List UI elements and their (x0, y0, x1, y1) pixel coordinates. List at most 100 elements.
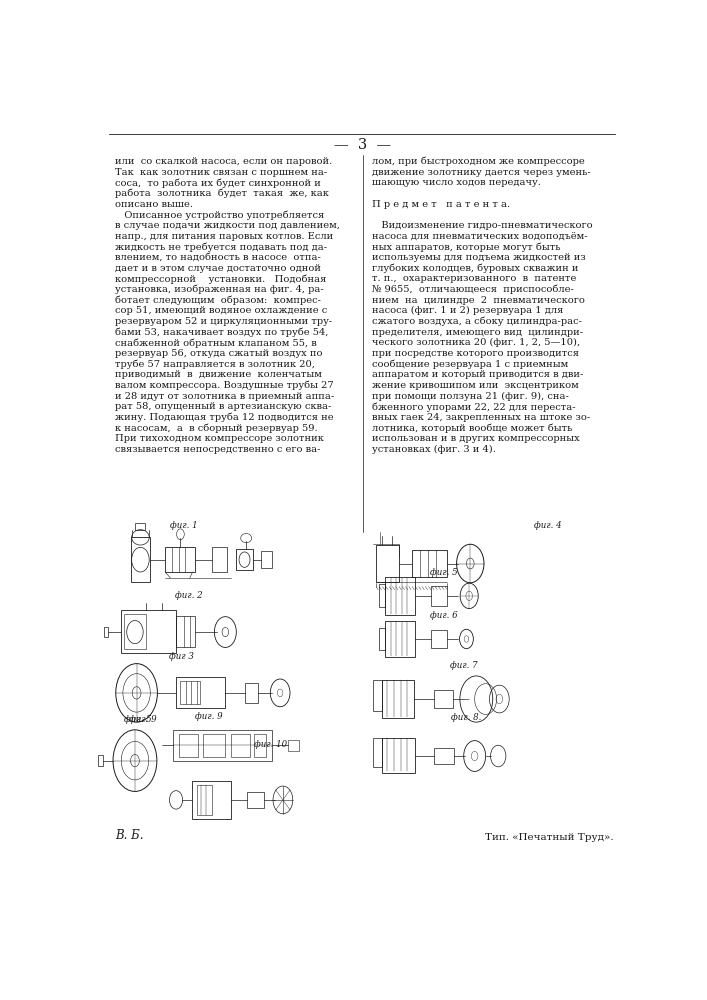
Text: в случае подачи жидкости под давлением,: в случае подачи жидкости под давлением, (115, 221, 339, 230)
Text: при посредстве которого производится: при посредстве которого производится (372, 349, 579, 358)
Text: т. п.,  охарактеризованного  в  патенте: т. п., охарактеризованного в патенте (372, 274, 577, 283)
Text: сор 51, имеющий водяное охлаждение с: сор 51, имеющий водяное охлаждение с (115, 306, 327, 315)
Bar (176, 616, 195, 647)
Text: фиг. 9: фиг. 9 (129, 715, 157, 724)
Text: работа  золотника  будет  такая  же, как: работа золотника будет такая же, как (115, 189, 329, 198)
Text: дает и в этом случае достаточно одной: дает и в этом случае достаточно одной (115, 264, 321, 273)
Text: При тихоходном компрессоре золотник: При тихоходном компрессоре золотник (115, 434, 324, 443)
Bar (197, 785, 212, 815)
Text: снабженной обратным клапаном 55, в: снабженной обратным клапаном 55, в (115, 338, 317, 348)
Text: резервуар 56, откуда сжатый воздух по: резервуар 56, откуда сжатый воздух по (115, 349, 322, 358)
Text: приводимый  в  движение  коленчатым: приводимый в движение коленчатым (115, 370, 322, 379)
Bar (192, 781, 231, 819)
Text: бами 53, накачивает воздух по трубе 54,: бами 53, накачивает воздух по трубе 54, (115, 328, 328, 337)
Bar (180, 681, 199, 704)
Text: фиг 3: фиг 3 (170, 652, 194, 661)
Text: трубе 57 направляется в золотник 20,: трубе 57 направляется в золотник 20, (115, 360, 315, 369)
Bar (211, 547, 227, 572)
Text: ботает следующим  образом:  компрес-: ботает следующим образом: компрес- (115, 296, 321, 305)
Bar (236, 549, 253, 570)
Text: жидкость не требуется подавать под да-: жидкость не требуется подавать под да- (115, 242, 327, 252)
Text: напр., для питания паровых котлов. Если: напр., для питания паровых котлов. Если (115, 232, 333, 241)
Text: жение кривошипом или  эксцентриком: жение кривошипом или эксцентриком (372, 381, 579, 390)
Text: нием  на  цилиндре  2  пневматического: нием на цилиндре 2 пневматического (372, 296, 585, 305)
Text: Тип. «Печатный Труд».: Тип. «Печатный Труд». (485, 833, 613, 842)
Text: к насосам,  а  в сборный резервуар 59.: к насосам, а в сборный резервуар 59. (115, 424, 317, 433)
Text: фиг. 2: фиг. 2 (175, 591, 203, 600)
Text: фиг. 5: фиг. 5 (124, 715, 151, 724)
Bar (376, 545, 399, 582)
Bar (231, 734, 250, 757)
Text: движение золотнику дается через умень-: движение золотнику дается через умень- (372, 168, 591, 177)
Text: используемы для подъема жидкостей из: используемы для подъема жидкостей из (372, 253, 586, 262)
Text: сжатого воздуха, а сбоку цилиндра-рас-: сжатого воздуха, а сбоку цилиндра-рас- (372, 317, 582, 326)
Bar (382, 680, 414, 718)
Text: № 9655,  отличающееся  приспособле-: № 9655, отличающееся приспособле- (372, 285, 574, 294)
Bar (261, 551, 272, 568)
Text: рат 58, опущенный в артезианскую сква-: рат 58, опущенный в артезианскую сква- (115, 402, 331, 411)
Bar (247, 792, 264, 808)
Text: связывается непосредственно с его ва-: связывается непосредственно с его ва- (115, 445, 320, 454)
Text: резервуаром 52 и циркуляционными тру-: резервуаром 52 и циркуляционными тру- (115, 317, 332, 326)
Text: шающую число ходов передачу.: шающую число ходов передачу. (372, 178, 541, 187)
Bar (176, 677, 226, 708)
Bar (104, 627, 108, 637)
Text: глубоких колодцев, буровых скважин и: глубоких колодцев, буровых скважин и (372, 264, 579, 273)
Text: лотника, который вообще может быть: лотника, который вообще может быть (372, 424, 573, 433)
Text: фиг. 6: фиг. 6 (430, 611, 457, 620)
Text: и 28 идут от золотника в приемный аппа-: и 28 идут от золотника в приемный аппа- (115, 392, 334, 401)
Text: ных аппаратов, которые могут быть: ных аппаратов, которые могут быть (372, 242, 561, 252)
Text: В. Б.: В. Б. (115, 829, 144, 842)
Bar (255, 734, 267, 757)
Bar (131, 537, 151, 582)
Text: насоса для пневматических водоподъём-: насоса для пневматических водоподъём- (372, 232, 588, 241)
Text: жину. Подающая труба 12 подводится не: жину. Подающая труба 12 подводится не (115, 413, 333, 422)
Text: насоса (фиг. 1 и 2) резервуара 1 для: насоса (фиг. 1 и 2) резервуара 1 для (372, 306, 563, 315)
Text: Видоизменение гидро-пневматического: Видоизменение гидро-пневматического (372, 221, 593, 230)
Text: лом, при быстроходном же компрессоре: лом, при быстроходном же компрессоре (372, 157, 585, 166)
Text: использован и в других компрессорных: использован и в других компрессорных (372, 434, 580, 443)
Bar (245, 683, 258, 703)
Bar (382, 738, 416, 773)
Text: компрессорной    установки.   Подобная: компрессорной установки. Подобная (115, 274, 326, 284)
Text: фиг. 1: фиг. 1 (170, 521, 198, 530)
Bar (431, 630, 448, 648)
Text: пределителя, имеющего вид  цилиндри-: пределителя, имеющего вид цилиндри- (372, 328, 583, 337)
Bar (288, 740, 299, 751)
Text: П р е д м е т   п а т е н т а.: П р е д м е т п а т е н т а. (372, 200, 510, 209)
Bar (433, 690, 452, 708)
Text: бженного упорами 22, 22 для переста-: бженного упорами 22, 22 для переста- (372, 402, 575, 412)
Bar (373, 680, 382, 711)
Bar (165, 547, 195, 572)
Text: фиг. 10: фиг. 10 (254, 740, 287, 749)
Bar (385, 620, 416, 657)
Bar (98, 755, 103, 766)
Bar (379, 628, 385, 650)
Text: установках (фиг. 3 и 4).: установках (фиг. 3 и 4). (372, 445, 496, 454)
Text: влением, то надобность в насосе  отпа-: влением, то надобность в насосе отпа- (115, 253, 320, 262)
Bar (179, 734, 198, 757)
Text: фиг. 5: фиг. 5 (430, 568, 457, 577)
Text: Так  как золотник связан с поршнем на-: Так как золотник связан с поршнем на- (115, 168, 327, 177)
Text: ческого золотника 20 (фиг. 1, 2, 5—10),: ческого золотника 20 (фиг. 1, 2, 5—10), (372, 338, 580, 347)
Bar (385, 577, 416, 615)
Text: соса,  то работа их будет синхронной и: соса, то работа их будет синхронной и (115, 178, 320, 188)
Text: сообщение резервуара 1 с приемным: сообщение резервуара 1 с приемным (372, 360, 568, 369)
Text: при помощи ползуна 21 (фиг. 9), сна-: при помощи ползуна 21 (фиг. 9), сна- (372, 392, 569, 401)
Text: фиг. 9: фиг. 9 (195, 712, 223, 721)
Text: аппаратом и который приводится в дви-: аппаратом и который приводится в дви- (372, 370, 583, 379)
Bar (373, 738, 382, 767)
Text: Описанное устройство употребляется: Описанное устройство употребляется (115, 210, 324, 220)
Bar (173, 730, 272, 761)
Text: фиг. 4: фиг. 4 (534, 521, 561, 530)
Bar (433, 748, 455, 764)
Bar (122, 610, 176, 653)
Text: —  3  —: — 3 — (334, 138, 391, 152)
Bar (431, 586, 448, 606)
Text: установка, изображенная на фиг. 4, ра-: установка, изображенная на фиг. 4, ра- (115, 285, 323, 294)
Bar (379, 584, 385, 607)
Bar (411, 550, 448, 577)
Bar (204, 734, 226, 757)
Bar (124, 614, 146, 649)
Text: фиг. 8.: фиг. 8. (451, 713, 481, 722)
